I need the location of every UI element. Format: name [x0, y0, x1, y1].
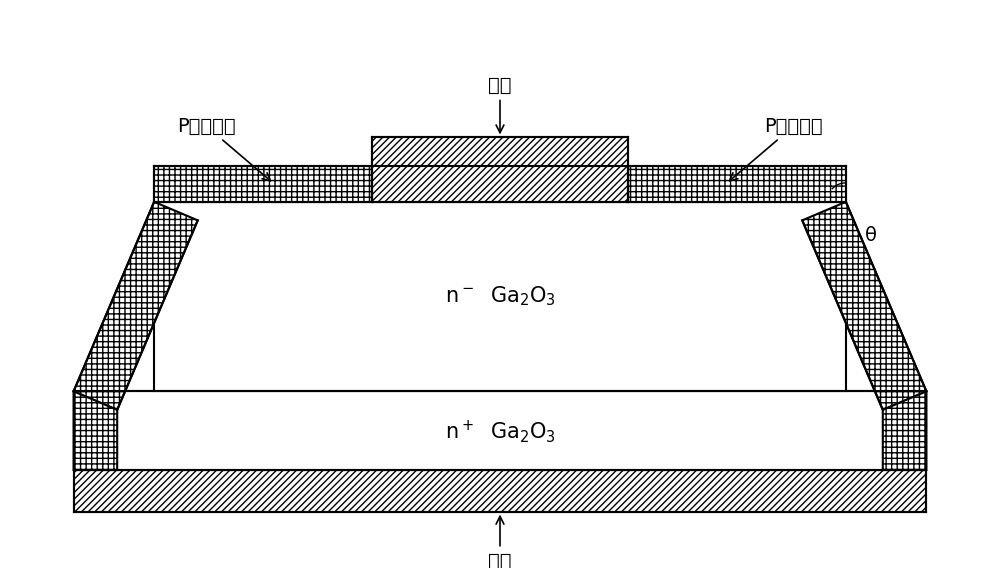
Bar [74, 391, 926, 470]
Polygon shape [74, 391, 117, 470]
Bar [628, 166, 846, 202]
Polygon shape [74, 202, 198, 410]
Polygon shape [802, 202, 926, 410]
Text: n$^-$  Ga$_2$O$_3$: n$^-$ Ga$_2$O$_3$ [445, 285, 555, 308]
Text: P型金刚石: P型金刚石 [177, 116, 270, 181]
Text: n$^+$  Ga$_2$O$_3$: n$^+$ Ga$_2$O$_3$ [445, 417, 555, 445]
Text: P型金刚石: P型金刚石 [730, 116, 823, 181]
Polygon shape [883, 391, 926, 470]
Text: θ: θ [865, 227, 877, 245]
Bar [154, 202, 846, 391]
Bar [372, 137, 628, 202]
Bar [74, 470, 926, 512]
Text: 阳极: 阳极 [488, 76, 512, 133]
Text: 阴极: 阴极 [488, 516, 512, 568]
Bar [154, 166, 372, 202]
